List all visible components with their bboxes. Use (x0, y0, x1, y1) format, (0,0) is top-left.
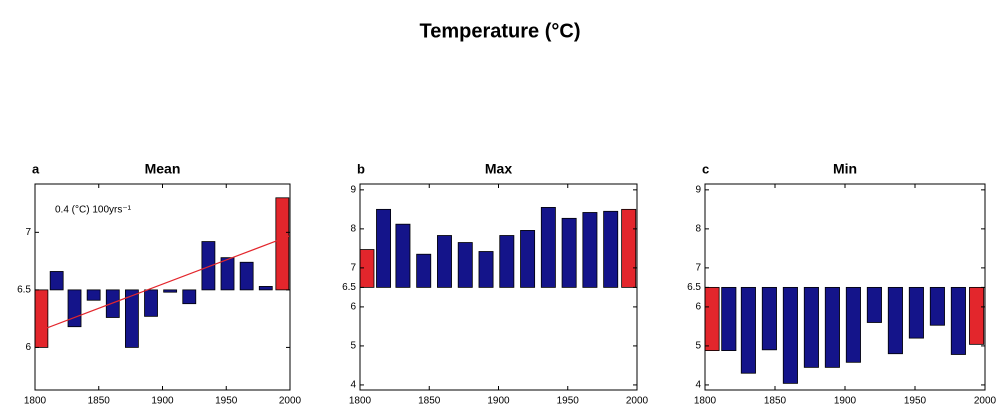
bar (457, 242, 473, 288)
y-tick-label: 7 (25, 227, 31, 238)
y-tick-label: 5 (350, 341, 356, 352)
x-tick-label: 1800 (694, 396, 717, 407)
y-tick-label: 9 (350, 184, 356, 195)
x-tick-label: 2000 (626, 396, 649, 407)
bar (721, 286, 737, 351)
bar (887, 286, 903, 355)
x-tick-label: 1950 (215, 396, 238, 407)
y-tick-label: 7 (350, 263, 356, 274)
x-tick-label: 2000 (974, 396, 997, 407)
panel-title: Min (833, 161, 857, 177)
bar (163, 289, 178, 293)
x-tick-label: 1900 (834, 396, 857, 407)
bar (416, 253, 432, 288)
bar (908, 286, 924, 339)
y-tick-label: 6 (25, 342, 31, 353)
panel (35, 197, 290, 348)
bar (182, 289, 197, 305)
bar (845, 286, 861, 363)
bar (105, 289, 120, 318)
panel-label: a (32, 161, 40, 176)
y-tick-label: 4 (695, 380, 701, 391)
y-tick-label: 6 (350, 302, 356, 313)
bar (824, 286, 840, 368)
bar (969, 286, 985, 345)
bar (239, 261, 254, 291)
bar (705, 286, 720, 351)
x-tick-label: 1950 (904, 396, 927, 407)
bar (395, 223, 411, 288)
bar (603, 210, 619, 288)
panel (705, 286, 985, 384)
bar (124, 289, 139, 348)
bar (258, 286, 273, 291)
bar (220, 257, 235, 291)
y-tick-label: 8 (350, 224, 356, 235)
bar (929, 286, 945, 326)
bar (782, 286, 798, 384)
bar (35, 289, 49, 348)
bar (520, 230, 536, 288)
x-tick-label: 2000 (279, 396, 302, 407)
y-tick-label: 4 (350, 380, 356, 391)
bar (437, 235, 452, 288)
x-tick-label: 1900 (487, 396, 510, 407)
bar (360, 249, 375, 288)
trend-line (35, 235, 290, 334)
x-tick-label: 1800 (349, 396, 372, 407)
x-tick-label: 1950 (557, 396, 580, 407)
y-tick-label: 6.5 (17, 285, 31, 296)
figure-title: Temperature (°C) (420, 20, 581, 42)
y-tick-label: 7 (695, 263, 701, 274)
bar (67, 289, 82, 328)
bar (499, 235, 515, 288)
y-tick-label: 6.5 (687, 282, 701, 293)
bar (803, 286, 819, 368)
bar (866, 286, 882, 323)
x-tick-label: 1800 (24, 396, 47, 407)
panel-label: b (357, 161, 365, 176)
panel-title: Mean (145, 161, 181, 177)
bar (582, 212, 598, 288)
x-tick-label: 1900 (151, 396, 174, 407)
y-tick-label: 6.5 (342, 282, 356, 293)
bar (540, 207, 556, 288)
bar (478, 251, 494, 288)
bar (201, 241, 216, 291)
x-tick-label: 1850 (88, 396, 111, 407)
bar (761, 286, 777, 351)
y-tick-label: 5 (695, 341, 701, 352)
panel-title: Max (485, 161, 512, 177)
bar (561, 217, 577, 288)
y-tick-label: 6 (695, 302, 701, 313)
bar (621, 208, 637, 288)
y-tick-label: 8 (695, 224, 701, 235)
panel-label: c (702, 161, 709, 176)
bar (740, 286, 756, 374)
y-tick-label: 9 (695, 184, 701, 195)
bar (376, 208, 392, 288)
x-tick-label: 1850 (418, 396, 441, 407)
bar (144, 289, 158, 317)
bar (275, 197, 290, 291)
bar (86, 289, 101, 301)
bar (49, 271, 64, 291)
annotation: 0.4 (°C) 100yrs⁻¹ (55, 205, 132, 216)
bar (950, 286, 966, 355)
panel (360, 207, 637, 288)
x-tick-label: 1850 (764, 396, 787, 407)
